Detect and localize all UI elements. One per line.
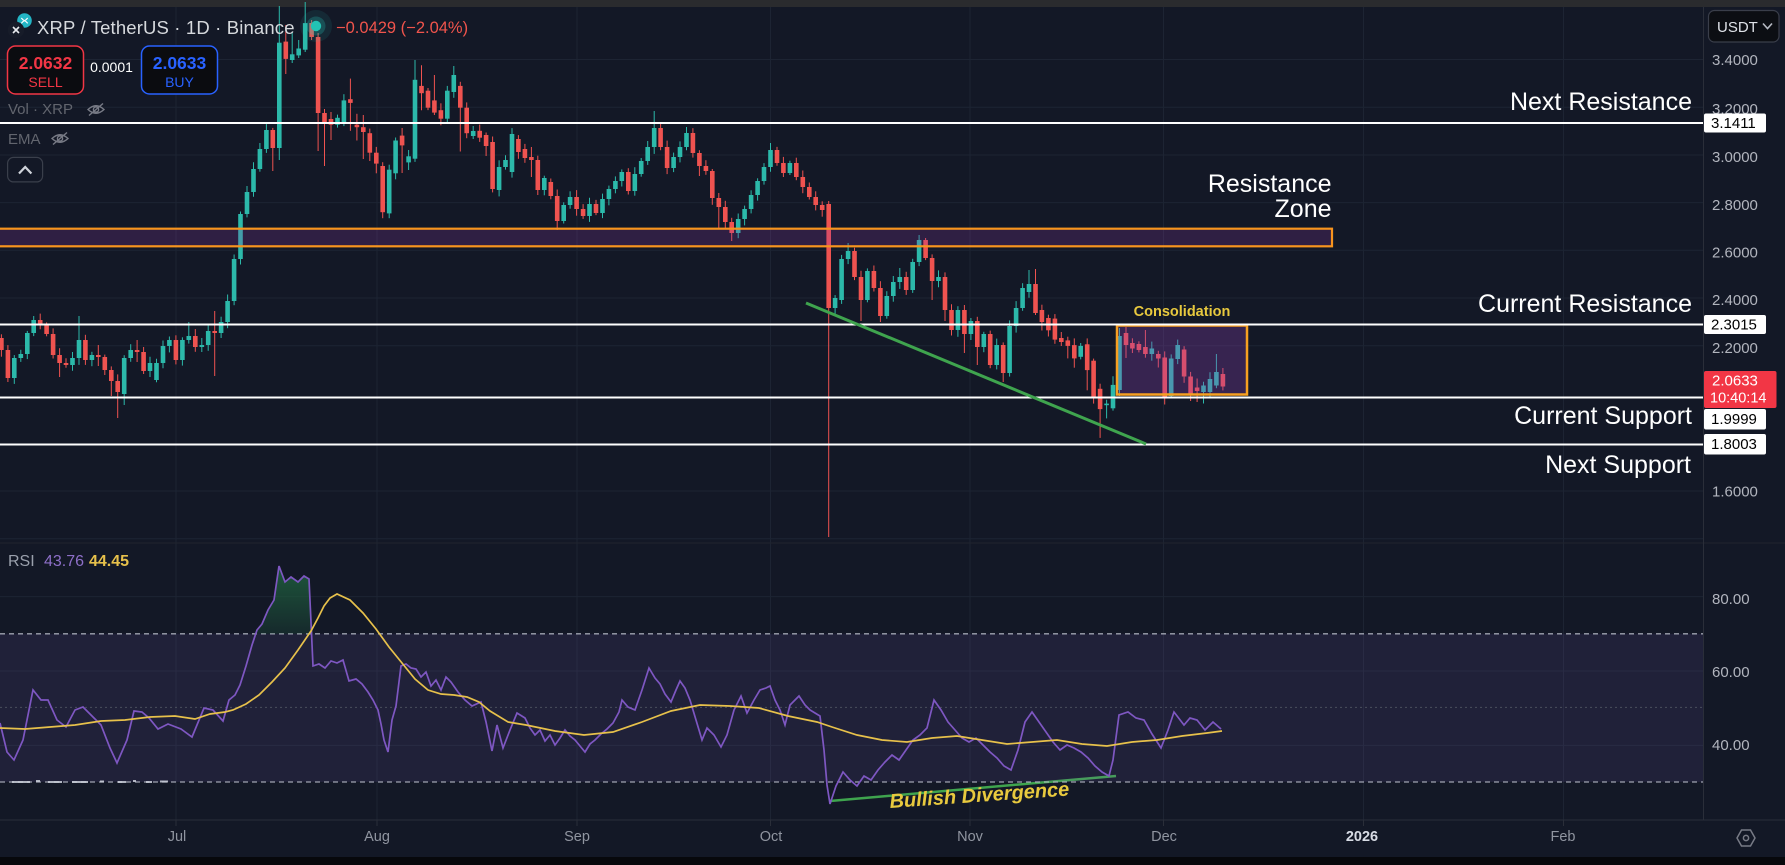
svg-text:RSI: RSI xyxy=(8,553,35,570)
svg-text:Jul: Jul xyxy=(168,829,187,845)
svg-text:80.00: 80.00 xyxy=(1712,591,1750,608)
svg-text:2026: 2026 xyxy=(1346,829,1378,845)
svg-text:Dec: Dec xyxy=(1151,829,1177,845)
svg-text:10:40:14: 10:40:14 xyxy=(1710,391,1766,407)
svg-text:Current Resistance: Current Resistance xyxy=(1478,290,1692,318)
svg-text:Feb: Feb xyxy=(1551,829,1576,845)
svg-text:XRP / TetherUS · 1D · Binance: XRP / TetherUS · 1D · Binance xyxy=(37,17,295,38)
svg-text:1.8003: 1.8003 xyxy=(1711,436,1757,453)
svg-text:3.0000: 3.0000 xyxy=(1712,149,1758,166)
svg-text:0.0001: 0.0001 xyxy=(90,59,133,75)
svg-text:1.6000: 1.6000 xyxy=(1712,484,1758,501)
svg-text:Next Support: Next Support xyxy=(1545,451,1691,479)
svg-text:2.8000: 2.8000 xyxy=(1712,197,1758,214)
svg-text:2.0632: 2.0632 xyxy=(19,53,73,73)
svg-text:3.4000: 3.4000 xyxy=(1712,52,1758,69)
svg-text:Aug: Aug xyxy=(364,829,390,845)
svg-text:BUY: BUY xyxy=(165,74,194,90)
svg-text:2.6000: 2.6000 xyxy=(1712,245,1758,262)
svg-text:2.3015: 2.3015 xyxy=(1711,317,1757,334)
svg-text:Resistance: Resistance xyxy=(1208,170,1332,198)
svg-text:1.9999: 1.9999 xyxy=(1711,411,1757,428)
svg-text:44.45: 44.45 xyxy=(89,553,129,570)
svg-text:2.0633: 2.0633 xyxy=(1712,373,1758,390)
svg-text:2.0633: 2.0633 xyxy=(153,53,207,73)
svg-text:3.1411: 3.1411 xyxy=(1711,115,1756,132)
svg-text:Current Support: Current Support xyxy=(1514,402,1692,430)
svg-text:43.76: 43.76 xyxy=(44,553,84,570)
svg-text:2.2000: 2.2000 xyxy=(1712,340,1758,357)
svg-text:40.00: 40.00 xyxy=(1712,737,1750,754)
svg-text:SELL: SELL xyxy=(28,74,62,90)
svg-text:2.4000: 2.4000 xyxy=(1712,292,1758,309)
svg-text:Zone: Zone xyxy=(1275,195,1332,223)
svg-text:Nov: Nov xyxy=(957,829,984,845)
svg-text:Oct: Oct xyxy=(760,829,783,845)
svg-text:USDT: USDT xyxy=(1717,19,1758,36)
svg-text:−0.0429 (−2.04%): −0.0429 (−2.04%) xyxy=(336,19,468,37)
svg-text:Consolidation: Consolidation xyxy=(1134,304,1231,320)
svg-text:60.00: 60.00 xyxy=(1712,664,1750,681)
svg-text:EMA: EMA xyxy=(8,131,41,148)
svg-text:Next Resistance: Next Resistance xyxy=(1510,88,1692,116)
svg-text:Vol · XRP: Vol · XRP xyxy=(8,101,73,118)
svg-text:Sep: Sep xyxy=(564,829,590,845)
